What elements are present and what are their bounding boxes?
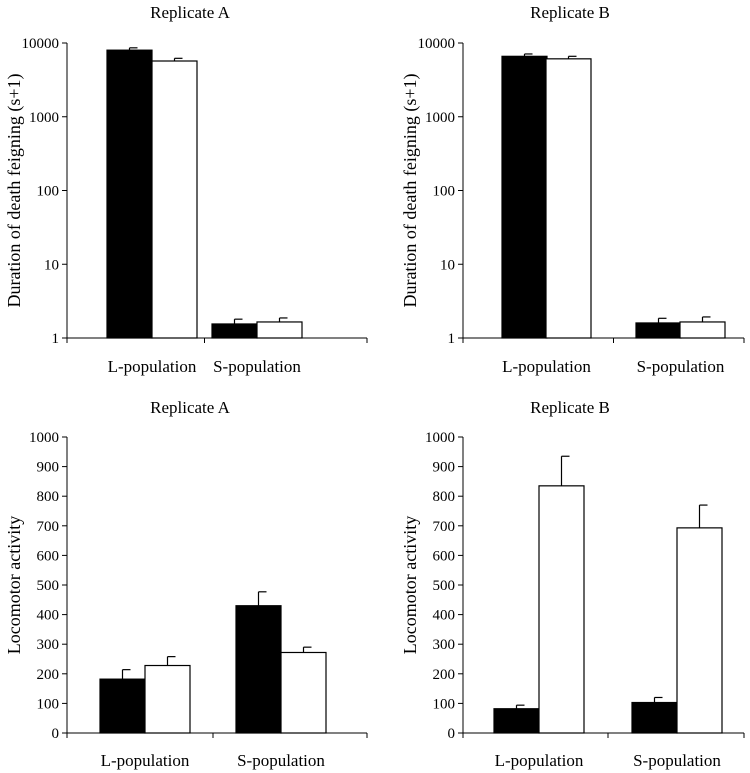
y-tick-label: 400 <box>37 608 60 624</box>
y-tick-label: 1 <box>448 331 456 347</box>
y-tick-label: 900 <box>433 460 456 476</box>
bar-open-1 <box>280 651 327 734</box>
y-tick-label: 100 <box>433 184 456 200</box>
y-tick-label: 700 <box>37 519 60 535</box>
bar-open-1 <box>256 321 303 339</box>
y-tick-label: 1000 <box>29 430 59 446</box>
bar-open-0 <box>151 60 198 339</box>
y-tick-label: 600 <box>433 548 456 564</box>
y-tick-label: 200 <box>433 667 456 683</box>
bar-filled-0 <box>99 678 146 734</box>
y-tick-label: 300 <box>433 637 456 653</box>
y-tick-label: 10 <box>44 257 59 273</box>
y-tick-label: 500 <box>37 578 60 594</box>
y-tick-label: 100 <box>37 696 60 712</box>
x-tick-label: L-population <box>101 751 190 770</box>
y-tick-label: 800 <box>433 489 456 505</box>
y-tick-label: 100 <box>433 696 456 712</box>
x-tick-label: L-population <box>502 357 591 376</box>
bar-filled-0 <box>501 55 548 339</box>
bar-open-0 <box>538 485 585 734</box>
panel-duration-replicate-a: Replicate A Duration of death feigning (… <box>4 3 368 376</box>
y-tick-label: 500 <box>433 578 456 594</box>
x-tick-label: S-population <box>633 751 721 770</box>
bar-filled-1 <box>631 701 678 734</box>
panel-title: Replicate A <box>150 3 231 22</box>
x-tick-label: L-population <box>108 357 197 376</box>
y-tick-label: 600 <box>37 548 60 564</box>
y-axis-label: Duration of death feigning (s+1) <box>4 73 25 307</box>
y-tick-label: 800 <box>37 489 60 505</box>
panel-locomotor-replicate-a: Replicate A Locomotor activity L-populat… <box>4 398 368 770</box>
x-tick-label: S-population <box>213 357 301 376</box>
bar-filled-0 <box>493 708 540 734</box>
y-axis-label: Locomotor activity <box>400 516 420 654</box>
y-tick-label: 300 <box>37 637 60 653</box>
panel-title: Replicate B <box>530 398 610 417</box>
bar-open-1 <box>679 321 726 339</box>
y-tick-label: 1 <box>52 331 60 347</box>
panel-locomotor-replicate-b: Replicate B Locomotor activity L-populat… <box>400 398 745 770</box>
y-tick-label: 10 <box>440 257 455 273</box>
y-axis-label: Duration of death feigning (s+1) <box>400 73 421 307</box>
bar-open-1 <box>676 527 723 734</box>
bar-filled-0 <box>106 49 153 339</box>
y-tick-label: 900 <box>37 460 60 476</box>
y-tick-label: 0 <box>448 726 456 742</box>
y-tick-label: 10000 <box>418 36 456 52</box>
y-tick-label: 100 <box>37 184 60 200</box>
bar-filled-1 <box>211 323 258 339</box>
bar-open-0 <box>545 58 592 339</box>
y-axis-label: Locomotor activity <box>4 516 24 654</box>
x-tick-label: S-population <box>637 357 725 376</box>
y-tick-label: 10000 <box>22 36 60 52</box>
panel-title: Replicate A <box>150 398 231 417</box>
y-tick-label: 1000 <box>425 110 455 126</box>
panel-title: Replicate B <box>530 3 610 22</box>
y-tick-label: 200 <box>37 667 60 683</box>
bar-filled-1 <box>235 605 282 734</box>
y-tick-label: 0 <box>52 726 60 742</box>
panel-duration-replicate-b: Replicate B Duration of death feigning (… <box>400 3 745 376</box>
y-tick-label: 1000 <box>425 430 455 446</box>
bar-filled-1 <box>635 322 682 339</box>
x-tick-label: L-population <box>495 751 584 770</box>
y-tick-label: 400 <box>433 608 456 624</box>
bar-open-0 <box>144 664 191 734</box>
x-tick-label: S-population <box>237 751 325 770</box>
y-tick-label: 1000 <box>29 110 59 126</box>
y-tick-label: 700 <box>433 519 456 535</box>
